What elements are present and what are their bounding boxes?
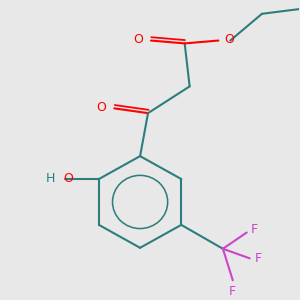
Text: F: F bbox=[250, 223, 258, 236]
Text: O: O bbox=[63, 172, 73, 184]
Text: F: F bbox=[229, 285, 236, 298]
Text: H: H bbox=[46, 172, 55, 184]
Text: O: O bbox=[97, 101, 106, 114]
Text: O: O bbox=[133, 33, 143, 46]
Text: O: O bbox=[224, 33, 234, 46]
Text: F: F bbox=[255, 252, 262, 265]
